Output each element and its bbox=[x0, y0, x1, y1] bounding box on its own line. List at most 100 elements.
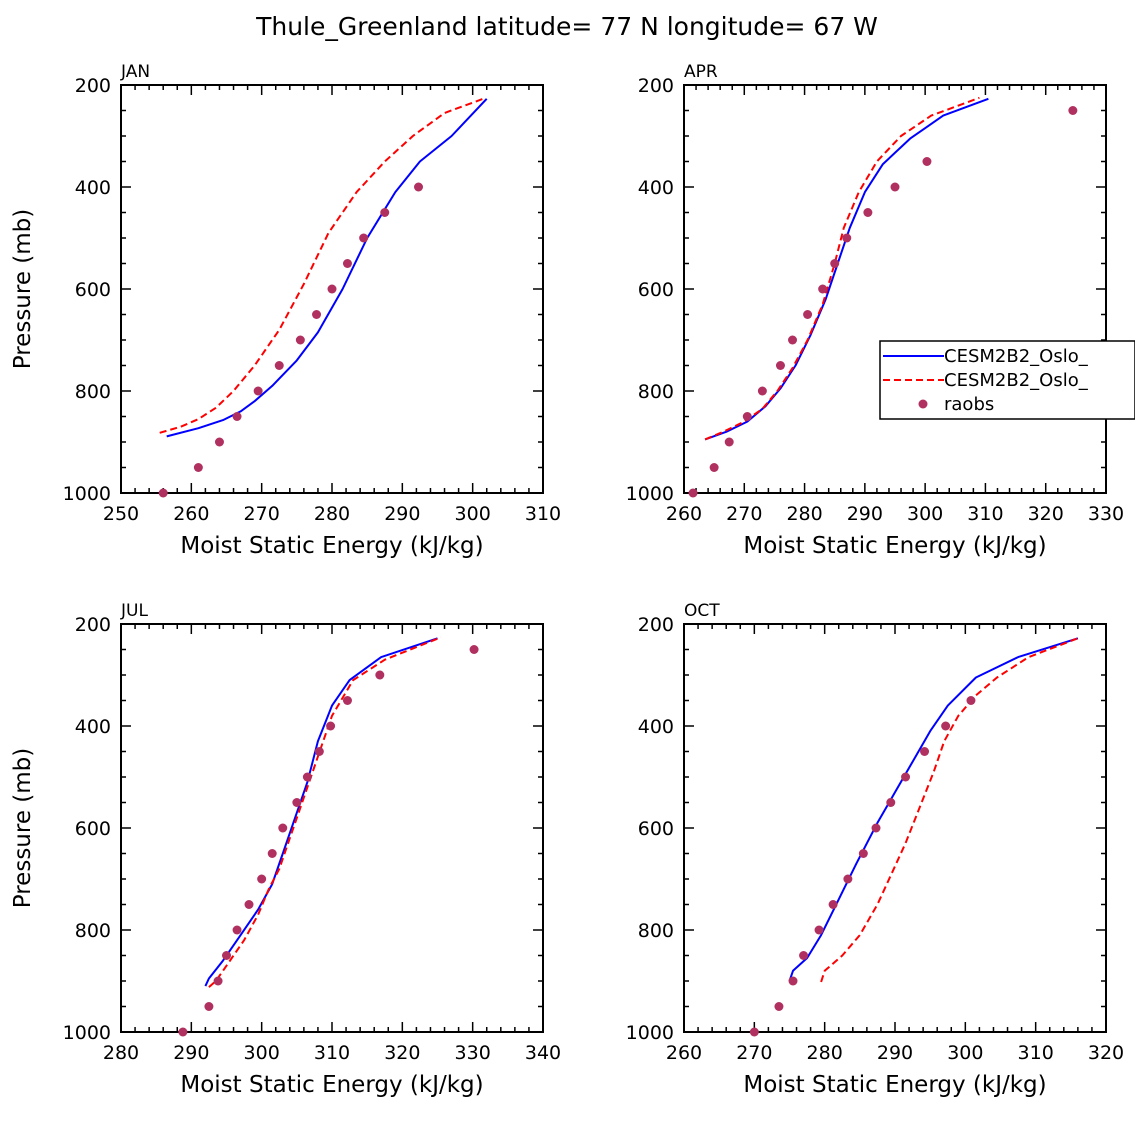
raobs-point bbox=[312, 310, 322, 319]
y-axis-title: Pressure (mb) bbox=[10, 209, 36, 369]
raobs-point bbox=[414, 182, 424, 192]
raobs-point bbox=[359, 233, 369, 243]
y-tick-label: 800 bbox=[638, 920, 674, 942]
raobs-point bbox=[204, 1002, 214, 1011]
raobs-point bbox=[158, 488, 168, 498]
series-line-solid bbox=[788, 637, 1079, 982]
x-tick-label: 320 bbox=[1028, 503, 1064, 525]
x-tick-label: 280 bbox=[786, 503, 822, 525]
raobs-point bbox=[830, 259, 840, 268]
x-tick-label: 310 bbox=[967, 503, 1003, 525]
x-tick-label: 280 bbox=[103, 1042, 139, 1064]
x-tick-label: 270 bbox=[736, 1042, 772, 1064]
panel-apr: APR 260 270 280 290 300 310 320 330 200 400 600 800 1… bbox=[626, 62, 1124, 559]
panel-oct: OCT 260 270 280 290 300 310 320 200 400 600 800 1000… bbox=[626, 601, 1124, 1098]
raobs-point bbox=[871, 823, 881, 833]
raobs-point bbox=[213, 976, 223, 986]
panel-jul: JUL 280 290 300 310 320 330 340 200 400 600 800 1000… bbox=[10, 601, 561, 1098]
raobs-point bbox=[375, 670, 385, 680]
y-tick-label: 400 bbox=[638, 177, 674, 199]
panel-label: APR bbox=[684, 62, 718, 82]
raobs-point bbox=[342, 259, 352, 268]
x-tick-label: 290 bbox=[384, 503, 420, 525]
raobs-point bbox=[267, 849, 277, 858]
y-tick-label: 1000 bbox=[63, 483, 111, 505]
raobs-point bbox=[843, 874, 853, 884]
raobs-point bbox=[749, 1027, 759, 1037]
x-tick-label: 280 bbox=[314, 503, 350, 525]
y-tick-label: 200 bbox=[75, 614, 111, 636]
raobs-point bbox=[342, 696, 352, 705]
raobs-point bbox=[193, 463, 203, 472]
panel-jan: JAN 250 260 270 280 290 300 310 200 400 600 800 1000… bbox=[10, 62, 561, 559]
x-tick-label: 260 bbox=[173, 503, 209, 525]
raobs-point bbox=[966, 696, 976, 705]
raobs-point bbox=[253, 386, 263, 396]
plot-frame bbox=[683, 623, 1107, 1033]
raobs-point bbox=[803, 310, 813, 319]
series-line-solid bbox=[166, 98, 488, 438]
y-tick-label: 800 bbox=[75, 381, 111, 403]
plot-frame bbox=[120, 623, 544, 1033]
raobs-point bbox=[688, 488, 698, 498]
legend-label: CESM2B2_Oslo_ bbox=[944, 346, 1089, 367]
x-tick-label: 310 bbox=[314, 1042, 350, 1064]
x-tick-label: 260 bbox=[666, 1042, 702, 1064]
panel-label: OCT bbox=[684, 601, 720, 621]
panel-label: JUL bbox=[120, 601, 148, 621]
y-tick-label: 800 bbox=[75, 920, 111, 942]
raobs-point bbox=[775, 361, 785, 370]
raobs-point bbox=[302, 772, 312, 782]
raobs-point bbox=[222, 951, 231, 960]
x-tick-label: 300 bbox=[455, 503, 491, 525]
raobs-point bbox=[214, 437, 224, 447]
y-tick-label: 200 bbox=[75, 75, 111, 97]
raobs-point bbox=[742, 412, 752, 421]
raobs-point bbox=[724, 437, 734, 447]
y-axis-title: Pressure (mb) bbox=[10, 748, 36, 908]
raobs-point bbox=[863, 208, 873, 217]
x-tick-label: 260 bbox=[666, 503, 702, 525]
raobs-point bbox=[920, 747, 930, 756]
raobs-point bbox=[922, 157, 932, 166]
x-tick-label: 320 bbox=[1088, 1042, 1124, 1064]
y-tick-label: 400 bbox=[638, 716, 674, 738]
y-tick-label: 400 bbox=[75, 177, 111, 199]
y-tick-label: 600 bbox=[638, 818, 674, 840]
raobs-point bbox=[257, 874, 267, 884]
x-tick-label: 250 bbox=[103, 503, 139, 525]
series-line-dashed bbox=[159, 97, 484, 434]
raobs-point bbox=[818, 284, 828, 294]
raobs-point bbox=[757, 386, 767, 396]
raobs-point bbox=[244, 900, 254, 909]
raobs-point bbox=[890, 182, 900, 192]
x-tick-label: 320 bbox=[384, 1042, 420, 1064]
raobs-point bbox=[788, 335, 798, 345]
raobs-point bbox=[814, 925, 824, 935]
raobs-point bbox=[274, 361, 284, 370]
x-tick-label: 290 bbox=[173, 1042, 209, 1064]
x-axis-title: Moist Static Energy (kJ/kg) bbox=[743, 1072, 1046, 1098]
y-tick-label: 600 bbox=[638, 279, 674, 301]
y-tick-label: 200 bbox=[638, 75, 674, 97]
raobs-point bbox=[1068, 106, 1078, 115]
raobs-point bbox=[799, 951, 809, 960]
x-tick-label: 290 bbox=[847, 503, 883, 525]
series-line-dashed bbox=[208, 636, 442, 988]
series-line-solid bbox=[204, 637, 438, 987]
raobs-point bbox=[886, 798, 896, 807]
series-line-solid bbox=[704, 97, 989, 441]
x-tick-label: 310 bbox=[1018, 1042, 1054, 1064]
raobs-point bbox=[842, 233, 852, 243]
x-axis-title: Moist Static Energy (kJ/kg) bbox=[180, 1072, 483, 1098]
legend-label: CESM2B2_Oslo_ bbox=[944, 370, 1089, 391]
x-tick-label: 330 bbox=[455, 1042, 491, 1064]
x-tick-label: 280 bbox=[807, 1042, 843, 1064]
raobs-point bbox=[314, 747, 324, 756]
x-tick-label: 270 bbox=[244, 503, 280, 525]
panel-label: JAN bbox=[120, 62, 150, 82]
plot-frame bbox=[683, 84, 1107, 494]
x-tick-label: 340 bbox=[525, 1042, 561, 1064]
x-tick-label: 300 bbox=[907, 503, 943, 525]
x-tick-label: 330 bbox=[1088, 503, 1124, 525]
